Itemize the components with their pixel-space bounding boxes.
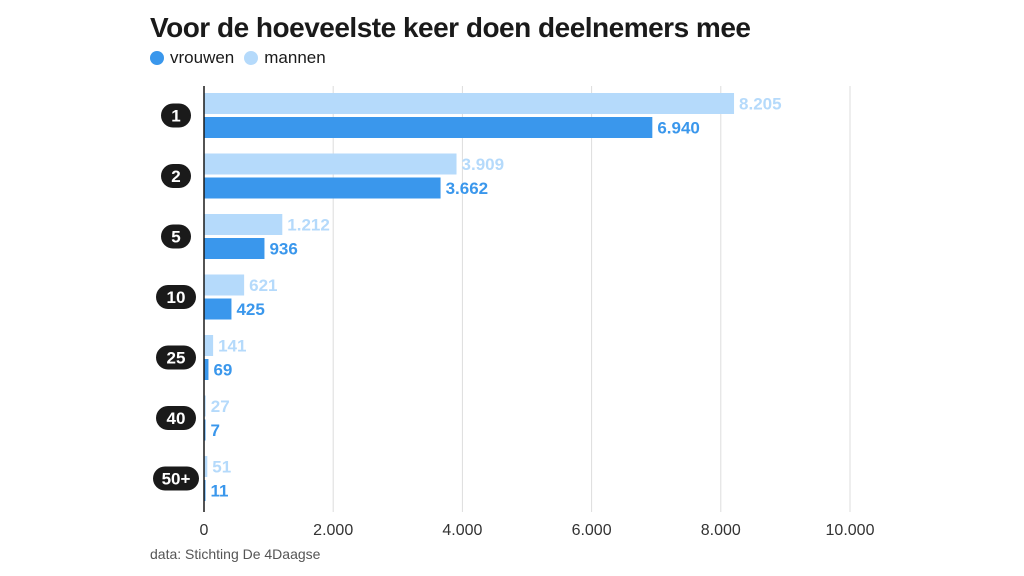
- category-badge-25: [156, 345, 196, 370]
- value-label-mannen-2: 3.909: [462, 155, 505, 174]
- value-label-vrouwen-40: 7: [211, 421, 220, 440]
- value-label-mannen-50+: 51: [212, 458, 231, 477]
- category-label-40: 40: [167, 409, 186, 428]
- bar-vrouwen-2: [204, 177, 441, 199]
- x-tick-label-0: 0: [200, 522, 209, 539]
- x-tick-label-1: 2.000: [313, 522, 353, 539]
- category-badge-2: [161, 164, 191, 188]
- category-badge-50+: [153, 466, 199, 491]
- bar-vrouwen-1: [204, 117, 653, 138]
- bar-mannen-40: [204, 395, 206, 417]
- bar-vrouwen-5: [204, 238, 265, 259]
- value-label-vrouwen-10: 425: [236, 300, 264, 319]
- chart-title: Voor de hoeveelste keer doen deelnemers …: [150, 12, 751, 43]
- chart-legend: vrouwen mannen: [150, 48, 326, 68]
- category-label-1: 1: [171, 107, 180, 126]
- value-label-vrouwen-1: 6.940: [657, 119, 700, 138]
- value-label-mannen-40: 27: [211, 397, 230, 416]
- value-label-vrouwen-50+: 11: [211, 482, 229, 501]
- legend-swatch-vrouwen: [150, 51, 164, 65]
- legend-item-mannen: mannen: [244, 48, 326, 68]
- bar-mannen-25: [204, 335, 214, 356]
- bar-mannen-1: [204, 93, 735, 114]
- category-badge-10: [156, 285, 196, 309]
- category-badge-1: [161, 103, 191, 128]
- x-tick-label-5: 10.000: [826, 522, 875, 539]
- category-badge-40: [156, 406, 196, 430]
- x-tick-label-2: 4.000: [442, 522, 482, 539]
- value-label-mannen-25: 141: [218, 337, 246, 356]
- x-tick-label-4: 8.000: [701, 522, 741, 539]
- value-label-mannen-1: 8.205: [739, 95, 782, 114]
- value-label-vrouwen-5: 936: [269, 240, 297, 259]
- bar-mannen-2: [204, 153, 457, 175]
- category-label-2: 2: [171, 167, 180, 186]
- value-label-mannen-10: 621: [249, 276, 277, 295]
- category-label-5: 5: [171, 228, 180, 247]
- category-label-10: 10: [167, 288, 186, 307]
- x-tick-label-3: 6.000: [572, 522, 612, 539]
- value-label-mannen-5: 1.212: [287, 216, 330, 235]
- bar-mannen-5: [204, 214, 283, 235]
- legend-label-mannen: mannen: [264, 48, 326, 67]
- source-note: data: Stichting De 4Daagse: [150, 546, 321, 562]
- legend-item-vrouwen: vrouwen: [150, 48, 234, 68]
- legend-swatch-mannen: [244, 51, 259, 65]
- bar-mannen-10: [204, 274, 245, 296]
- bar-vrouwen-10: [204, 298, 232, 320]
- value-label-vrouwen-25: 69: [213, 361, 232, 380]
- category-label-50+: 50+: [162, 470, 191, 489]
- value-label-vrouwen-2: 3.662: [446, 179, 489, 198]
- category-badge-5: [161, 224, 191, 249]
- legend-label-vrouwen: vrouwen: [170, 48, 235, 67]
- bar-vrouwen-25: [204, 359, 209, 380]
- category-label-25: 25: [167, 349, 186, 368]
- bar-mannen-50+: [204, 456, 208, 477]
